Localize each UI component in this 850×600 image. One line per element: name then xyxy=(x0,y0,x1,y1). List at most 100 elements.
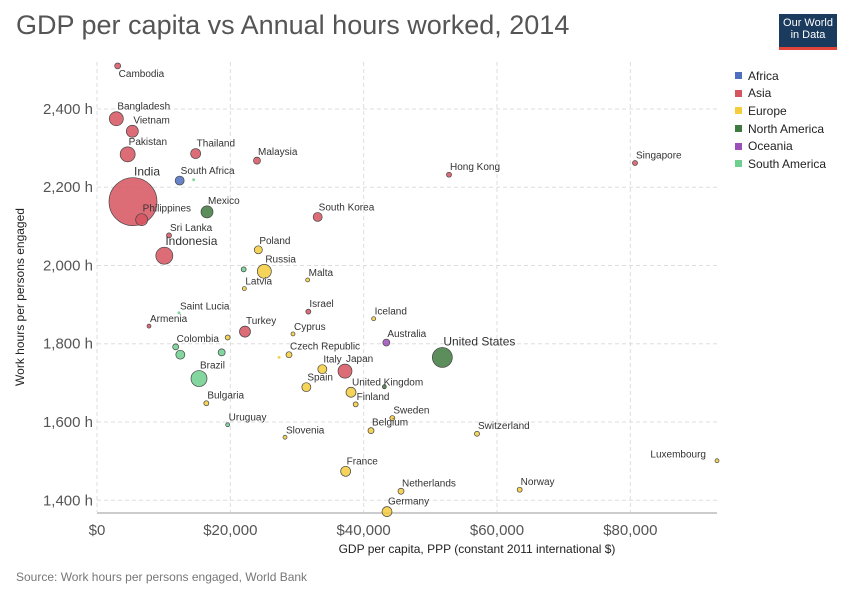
x-axis-label: GDP per capita, PPP (constant 2011 inter… xyxy=(339,542,616,556)
scatter-point[interactable] xyxy=(367,427,375,434)
scatter-point[interactable] xyxy=(282,434,288,440)
scatter-point[interactable] xyxy=(290,331,296,337)
scatter-point[interactable] xyxy=(224,334,231,341)
legend-swatch xyxy=(735,107,742,115)
legend-item[interactable]: North America xyxy=(735,120,826,138)
point-label: Israel xyxy=(309,299,333,310)
scatter-point[interactable] xyxy=(172,343,180,351)
scatter-point[interactable] xyxy=(277,355,281,359)
logo-line2: in Data xyxy=(790,29,826,41)
scatter-point[interactable] xyxy=(239,325,251,338)
y-tick-label: 2,200 h xyxy=(43,179,93,196)
scatter-point[interactable] xyxy=(155,246,174,265)
legend-swatch xyxy=(735,89,742,97)
legend-item[interactable]: Europe xyxy=(735,102,826,120)
scatter-point[interactable] xyxy=(431,347,453,368)
scatter-point[interactable] xyxy=(345,386,357,398)
point-label: Cambodia xyxy=(119,69,165,80)
data-points xyxy=(108,62,720,517)
point-label: Turkey xyxy=(246,316,276,327)
scatter-point[interactable] xyxy=(382,338,391,347)
legend-swatch xyxy=(735,160,742,168)
scatter-point[interactable] xyxy=(632,160,638,166)
legend-item[interactable]: South America xyxy=(735,155,826,173)
scatter-point[interactable] xyxy=(352,401,359,408)
scatter-point[interactable] xyxy=(177,311,181,315)
point-label: Thailand xyxy=(197,139,235,150)
scatter-point[interactable] xyxy=(240,266,247,273)
scatter-point[interactable] xyxy=(174,175,185,186)
scatter-point[interactable] xyxy=(114,62,122,70)
point-label: Brazil xyxy=(200,361,225,372)
scatter-point[interactable] xyxy=(225,422,231,428)
scatter-point[interactable] xyxy=(340,465,352,477)
scatter-point[interactable] xyxy=(108,111,124,127)
scatter-point[interactable] xyxy=(312,212,323,222)
scatter-point[interactable] xyxy=(381,384,387,390)
scatter-point[interactable] xyxy=(285,351,293,359)
point-label: Malta xyxy=(309,268,334,279)
scatter-point[interactable] xyxy=(256,263,272,279)
point-label: Singapore xyxy=(636,150,682,161)
legend-label: Africa xyxy=(748,68,779,83)
scatter-point[interactable] xyxy=(474,430,480,437)
scatter-point[interactable] xyxy=(389,415,396,421)
scatter-point[interactable] xyxy=(305,277,311,283)
legend-label: Asia xyxy=(748,86,772,101)
x-tick-label: $80,000 xyxy=(603,522,657,539)
scatter-point[interactable] xyxy=(305,308,312,315)
point-label: South Korea xyxy=(319,202,375,213)
scatter-point[interactable] xyxy=(146,323,152,329)
legend-item[interactable]: Africa xyxy=(735,67,826,85)
legend-swatch xyxy=(735,142,742,150)
point-label: Pakistan xyxy=(129,137,167,148)
scatter-point[interactable] xyxy=(446,171,452,178)
scatter-point[interactable] xyxy=(516,486,523,493)
scatter-point[interactable] xyxy=(337,363,353,379)
scatter-point[interactable] xyxy=(135,213,149,227)
scatter-point[interactable] xyxy=(253,245,263,255)
point-label: Luxembourg xyxy=(650,450,706,461)
legend-label: South America xyxy=(748,156,827,171)
scatter-point[interactable] xyxy=(217,348,226,357)
point-label: United Kingdom xyxy=(352,377,423,388)
legend-swatch xyxy=(735,72,742,80)
point-label: Italy xyxy=(323,355,341,366)
scatter-point[interactable] xyxy=(714,458,720,464)
legend-item[interactable]: Asia xyxy=(735,85,826,103)
legend-item[interactable]: Oceania xyxy=(735,137,826,155)
scatter-point[interactable] xyxy=(119,146,136,163)
point-label: Mexico xyxy=(208,196,240,207)
point-label: Slovenia xyxy=(286,425,325,436)
scatter-point[interactable] xyxy=(253,156,261,165)
scatter-point[interactable] xyxy=(190,148,202,159)
point-label: Netherlands xyxy=(402,478,456,489)
scatter-point[interactable] xyxy=(192,178,196,182)
point-label: Sri Lanka xyxy=(170,223,213,234)
scatter-point[interactable] xyxy=(200,205,214,219)
source-note: Source: Work hours per persons engaged, … xyxy=(16,570,308,584)
chart-title: GDP per capita vs Annual hours worked, 2… xyxy=(16,10,570,40)
scatter-point[interactable] xyxy=(397,487,405,495)
scatter-point[interactable] xyxy=(125,124,139,138)
scatter-point[interactable] xyxy=(301,382,312,393)
scatter-point[interactable] xyxy=(381,506,393,517)
point-label: Japan xyxy=(346,354,373,365)
scatter-point[interactable] xyxy=(241,286,247,291)
point-label: Norway xyxy=(521,477,555,488)
legend-label: North America xyxy=(748,121,825,136)
point-label: Indonesia xyxy=(165,234,217,248)
point-label: Hong Kong xyxy=(450,162,500,173)
scatter-point[interactable] xyxy=(166,232,172,239)
scatter-point[interactable] xyxy=(317,364,328,375)
owid-logo[interactable]: Our World in Data xyxy=(779,14,837,50)
scatter-point[interactable] xyxy=(203,400,210,407)
logo-line1: Our World xyxy=(783,17,833,29)
scatter-point[interactable] xyxy=(190,370,208,387)
scatter-point[interactable] xyxy=(108,177,158,227)
y-axis-label: Work hours per persons engaged xyxy=(13,208,27,386)
scatter-point[interactable] xyxy=(175,349,186,360)
x-tick-label: $60,000 xyxy=(470,522,524,539)
scatter-point[interactable] xyxy=(371,316,377,322)
point-label: Germany xyxy=(388,497,429,508)
